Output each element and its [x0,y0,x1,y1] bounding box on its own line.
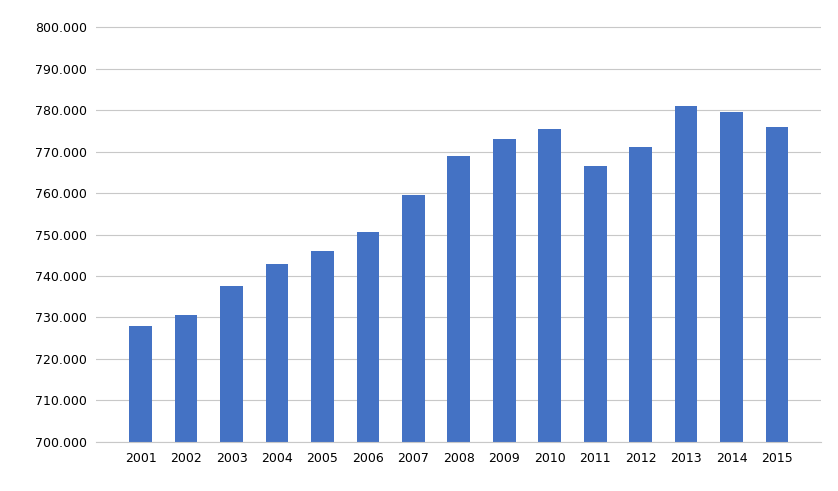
Bar [402,195,425,491]
Bar [584,166,607,491]
Bar [447,156,470,491]
Bar [629,147,652,491]
Bar [311,251,334,491]
Bar [675,106,697,491]
Bar [220,286,243,491]
Bar [356,232,380,491]
Bar [129,326,152,491]
Bar [266,264,288,491]
Bar [175,315,198,491]
Bar [720,112,742,491]
Bar [766,127,789,491]
Bar [493,139,515,491]
Bar [538,129,561,491]
